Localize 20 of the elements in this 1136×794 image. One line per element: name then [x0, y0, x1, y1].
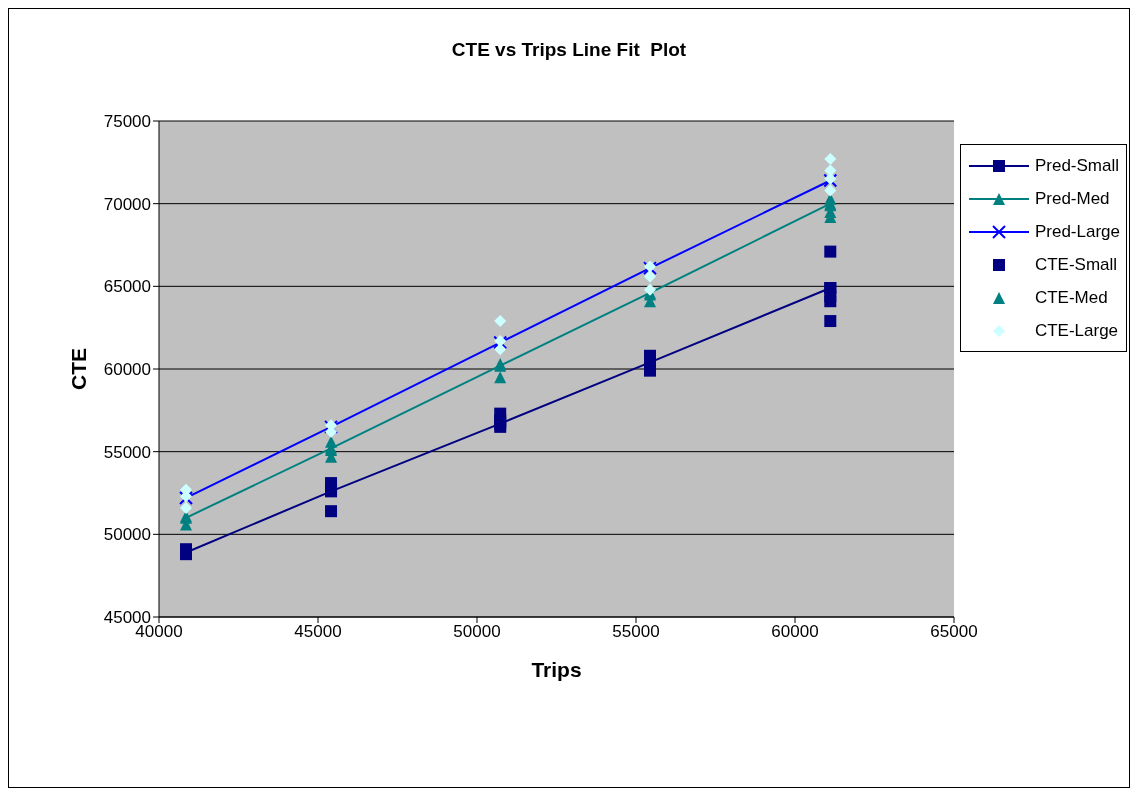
y-tick-label: 50000: [103, 525, 151, 545]
y-tick-label: 65000: [103, 277, 151, 297]
legend-label: Pred-Small: [1034, 155, 1120, 176]
legend-label: Pred-Med: [1034, 188, 1110, 209]
y-axis-title: CTE: [67, 348, 91, 390]
x-tick-label: 45000: [294, 622, 342, 642]
x-tick-label: 50000: [453, 622, 501, 642]
x-tick-label: 60000: [771, 622, 819, 642]
y-tick-label: 75000: [103, 112, 151, 132]
legend-label: CTE-Med: [1034, 287, 1108, 308]
x-axis-title: Trips: [531, 658, 582, 681]
x-tick-label: 55000: [612, 622, 660, 642]
y-tick-label: 60000: [103, 360, 151, 380]
legend-label: CTE-Large: [1034, 320, 1119, 341]
x-tick-label: 65000: [930, 622, 978, 642]
chart-title: CTE vs Trips Line Fit Plot: [450, 39, 688, 61]
y-tick-label: 70000: [103, 194, 151, 214]
legend-label: CTE-Small: [1034, 254, 1118, 275]
legend-label: Pred-Large: [1034, 221, 1120, 242]
y-tick-label: 55000: [103, 442, 151, 462]
